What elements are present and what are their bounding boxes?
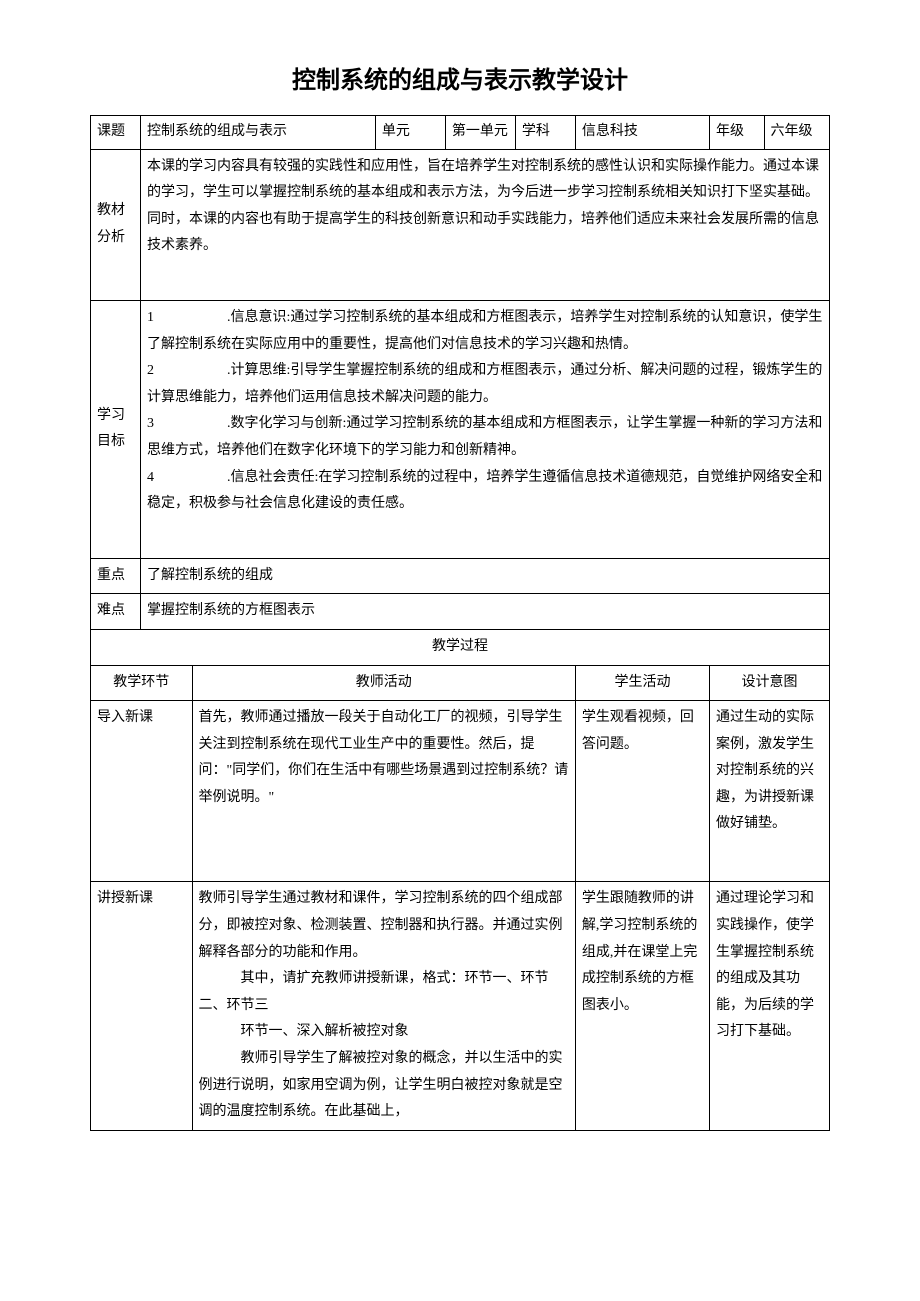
objectives-content: 1.信息意识:通过学习控制系统的基本组成和方框图表示，培养学生对控制系统的认知意…	[141, 300, 830, 558]
subject-label: 学科	[515, 116, 575, 150]
objectives-label: 学习目标	[91, 300, 141, 558]
page-title: 控制系统的组成与表示教学设计	[90, 60, 830, 95]
grade-label: 年级	[710, 116, 765, 150]
teacher-p3: 环节一、深入解析被控对象	[199, 1019, 569, 1046]
objective-title: .计算思维:	[227, 363, 290, 378]
objective-num: 1	[147, 305, 227, 332]
topic-label: 课题	[91, 116, 141, 150]
difficult-point-label: 难点	[91, 594, 141, 630]
grade-value: 六年级	[764, 116, 829, 150]
objective-item: 2.计算思维:引导学生掌握控制系统的组成和方框图表示，通过分析、解决问题的过程，…	[147, 358, 823, 411]
difficult-point-content: 掌握控制系统的方框图表示	[141, 594, 830, 630]
teacher-p4: 教师引导学生了解被控对象的概念，并以生活中的实例进行说明，如家用空调为例，让学生…	[199, 1046, 569, 1126]
phase-cell: 导入新课	[91, 701, 193, 882]
analysis-content: 本课的学习内容具有较强的实践性和应用性，旨在培养学生对控制系统的感性认识和实际操…	[141, 149, 830, 300]
intent-cell: 通过生动的实际案例，激发学生对控制系统的兴趣，为讲授新课做好铺垫。	[710, 701, 830, 882]
header-row: 课题 控制系统的组成与表示 单元 第一单元 学科 信息科技 年级 六年级	[91, 116, 830, 150]
process-header: 教学过程	[91, 629, 830, 665]
key-point-label: 重点	[91, 558, 141, 594]
objective-title: .信息意识:	[227, 310, 290, 325]
objective-item: 4.信息社会责任:在学习控制系统的过程中，培养学生遵循信息技术道德规范，自觉维护…	[147, 465, 823, 518]
objective-item: 1.信息意识:通过学习控制系统的基本组成和方框图表示，培养学生对控制系统的认知意…	[147, 305, 823, 358]
objective-item: 3.数字化学习与创新:通过学习控制系统的基本组成和方框图表示，让学生掌握一种新的…	[147, 411, 823, 464]
teacher-p2: 其中，请扩充教师讲授新课，格式：环节一、环节二、环节三	[199, 966, 569, 1019]
student-cell: 学生跟随教师的讲解,学习控制系统的组成,并在课堂上完成控制系统的方框图表小。	[575, 882, 709, 1130]
subject-value: 信息科技	[575, 116, 709, 150]
process-header-row: 教学过程	[91, 629, 830, 665]
analysis-row: 教材分析 本课的学习内容具有较强的实践性和应用性，旨在培养学生对控制系统的感性认…	[91, 149, 830, 300]
analysis-label: 教材分析	[91, 149, 141, 300]
objectives-row: 学习目标 1.信息意识:通过学习控制系统的基本组成和方框图表示，培养学生对控制系…	[91, 300, 830, 558]
phase-cell: 讲授新课	[91, 882, 193, 1130]
topic-value: 控制系统的组成与表示	[141, 116, 376, 150]
unit-label: 单元	[375, 116, 445, 150]
objective-title: .信息社会责任:	[227, 470, 318, 485]
key-point-row: 重点 了解控制系统的组成	[91, 558, 830, 594]
unit-value: 第一单元	[445, 116, 515, 150]
objective-title: .数字化学习与创新:	[227, 416, 346, 431]
teacher-cell: 教师引导学生通过教材和课件，学习控制系统的四个组成部分，即被控对象、检测装置、控…	[192, 882, 575, 1130]
process-columns-row: 教学环节 教师活动 学生活动 设计意图	[91, 665, 830, 701]
key-point-content: 了解控制系统的组成	[141, 558, 830, 594]
col-phase: 教学环节	[91, 665, 193, 701]
process-row-intro: 导入新课 首先，教师通过播放一段关于自动化工厂的视频，引导学生关注到控制系统在现…	[91, 701, 830, 882]
intent-cell: 通过理论学习和实践操作，使学生掌握控制系统的组成及其功能，为后续的学习打下基础。	[710, 882, 830, 1130]
teacher-cell: 首先，教师通过播放一段关于自动化工厂的视频，引导学生关注到控制系统在现代工业生产…	[192, 701, 575, 882]
objective-num: 2	[147, 358, 227, 385]
lesson-plan-table: 课题 控制系统的组成与表示 单元 第一单元 学科 信息科技 年级 六年级 教材分…	[90, 115, 830, 1131]
process-row-teach: 讲授新课 教师引导学生通过教材和课件，学习控制系统的四个组成部分，即被控对象、检…	[91, 882, 830, 1130]
student-cell: 学生观看视频，回答问题。	[575, 701, 709, 882]
col-intent: 设计意图	[710, 665, 830, 701]
objective-num: 4	[147, 465, 227, 492]
difficult-point-row: 难点 掌握控制系统的方框图表示	[91, 594, 830, 630]
col-teacher: 教师活动	[192, 665, 575, 701]
objective-num: 3	[147, 411, 227, 438]
teacher-p1: 教师引导学生通过教材和课件，学习控制系统的四个组成部分，即被控对象、检测装置、控…	[199, 886, 569, 966]
col-student: 学生活动	[575, 665, 709, 701]
